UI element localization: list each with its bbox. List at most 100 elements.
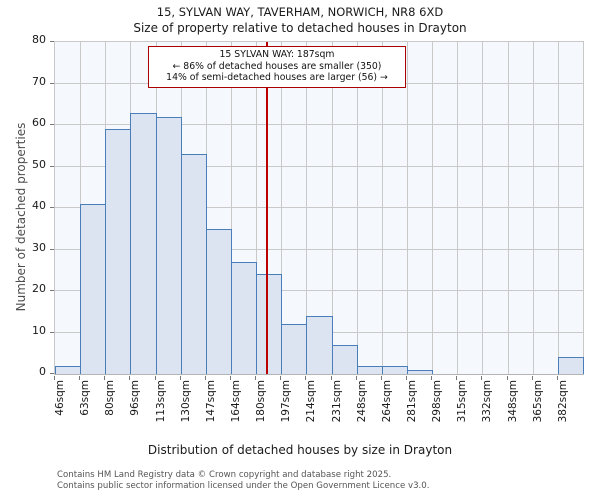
- histogram-bar: [557, 357, 584, 374]
- x-tick-mark: [154, 376, 156, 380]
- histogram-bar: [80, 203, 107, 374]
- chart-title-block: 15, SYLVAN WAY, TAVERHAM, NORWICH, NR8 6…: [0, 4, 600, 36]
- y-tick-label: 60: [32, 116, 46, 129]
- y-tick-mark: [50, 41, 54, 42]
- x-axis-label: Distribution of detached houses by size …: [147, 443, 453, 457]
- y-tick-mark: [50, 165, 54, 167]
- histogram-bar: [407, 369, 434, 374]
- x-tick-label: 180sqm: [255, 380, 268, 423]
- plot-area: [54, 41, 584, 375]
- gridline-horizontal: [55, 165, 583, 167]
- x-tick-mark: [129, 376, 131, 380]
- x-tick-label: 164sqm: [230, 380, 242, 423]
- gridline-vertical: [508, 42, 509, 374]
- x-tick-mark: [280, 376, 282, 380]
- y-tick-mark: [50, 82, 54, 84]
- gridline-vertical: [482, 42, 483, 374]
- gridline-vertical: [357, 42, 358, 374]
- x-tick-label: 96sqm: [129, 380, 142, 416]
- gridline-vertical: [457, 42, 458, 374]
- x-tick-label: 365sqm: [531, 380, 544, 423]
- gridline-vertical: [533, 42, 534, 374]
- gridline-vertical: [256, 42, 257, 374]
- x-tick-label: 63sqm: [79, 380, 92, 416]
- annotation-line-1: 15 SYLVAN WAY: 187sqm: [219, 49, 335, 60]
- x-tick-mark: [204, 376, 206, 380]
- gridline-vertical: [558, 42, 559, 374]
- annotation-line-3: 14% of semi-detached houses are larger (…: [166, 72, 388, 83]
- x-tick-mark: [54, 376, 55, 380]
- x-tick-label: 214sqm: [305, 380, 318, 423]
- x-tick-mark: [506, 376, 508, 380]
- annotation-line-2: ← 86% of detached houses are smaller (35…: [172, 60, 382, 72]
- x-tick-label: 332sqm: [481, 380, 494, 423]
- x-tick-label: 197sqm: [280, 380, 293, 423]
- y-tick-mark: [50, 290, 54, 291]
- gridline-horizontal: [55, 41, 583, 42]
- page-title: 15, SYLVAN WAY, TAVERHAM, NORWICH, NR8 6…: [156, 5, 444, 19]
- histogram-bar: [130, 112, 157, 374]
- x-tick-label: 315sqm: [456, 380, 469, 423]
- x-tick-mark: [355, 376, 357, 380]
- x-tick-label: 298sqm: [431, 380, 444, 423]
- x-tick-label: 130sqm: [179, 380, 192, 423]
- footer-attribution: Contains HM Land Registry data © Crown c…: [57, 470, 429, 491]
- histogram-bar: [105, 129, 132, 374]
- y-axis-label: Number of detached properties: [14, 122, 28, 312]
- x-tick-label: 348sqm: [506, 380, 519, 423]
- x-tick-mark: [79, 376, 81, 380]
- x-tick-mark: [179, 376, 181, 380]
- histogram-bar: [155, 116, 182, 374]
- x-tick-mark: [456, 376, 458, 380]
- histogram-bars: [55, 42, 584, 374]
- histogram-bar: [256, 274, 283, 374]
- x-tick-mark: [305, 376, 307, 380]
- y-tick-mark: [50, 373, 54, 374]
- x-tick-mark: [230, 376, 231, 380]
- gridline-vertical: [231, 42, 232, 374]
- y-tick-label: 80: [32, 33, 46, 46]
- gridline-vertical: [306, 42, 307, 374]
- histogram-bar: [331, 344, 358, 374]
- gridline-horizontal: [55, 290, 583, 291]
- footer-line-1: Contains HM Land Registry data © Crown c…: [57, 470, 392, 480]
- y-tick-label: 10: [32, 323, 46, 337]
- annotation-box: 15 SYLVAN WAY: 187sqm ← 86% of detached …: [148, 46, 406, 88]
- y-tick-label: 40: [32, 199, 46, 212]
- histogram-bar: [180, 154, 207, 374]
- x-tick-label: 248sqm: [355, 380, 368, 423]
- histogram-bar: [381, 365, 408, 374]
- y-tick-label: 30: [32, 240, 46, 254]
- gridline-vertical: [332, 42, 333, 374]
- gridline-vertical: [407, 42, 408, 374]
- gridline-vertical: [382, 42, 383, 374]
- histogram-bar: [356, 365, 383, 374]
- y-tick-label: 70: [32, 74, 46, 88]
- x-tick-label: 264sqm: [380, 380, 393, 423]
- gridline-horizontal: [55, 124, 583, 125]
- property-marker-line: [266, 42, 268, 374]
- y-tick-mark: [50, 248, 54, 250]
- x-tick-label: 80sqm: [104, 380, 117, 416]
- chart-subtitle: Size of property relative to detached ho…: [133, 21, 467, 35]
- x-tick-label: 147sqm: [204, 380, 217, 423]
- x-tick-label: 46sqm: [54, 380, 66, 416]
- footer-line-2: Contains public sector information licen…: [57, 480, 430, 491]
- y-tick-label: 20: [32, 282, 46, 295]
- y-tick-label: 0: [39, 365, 46, 378]
- x-tick-label: 231sqm: [330, 380, 343, 423]
- x-tick-mark: [531, 376, 533, 380]
- x-tick-mark: [330, 376, 332, 380]
- histogram-bar: [306, 315, 333, 374]
- y-tick-label: 50: [32, 157, 46, 171]
- x-tick-label: 281sqm: [406, 380, 418, 423]
- y-tick-mark: [50, 124, 54, 125]
- x-tick-mark: [380, 376, 382, 380]
- gridline-horizontal: [55, 248, 583, 250]
- x-tick-mark: [255, 376, 257, 380]
- x-tick-mark: [431, 376, 433, 380]
- x-tick-mark: [406, 376, 407, 380]
- gridline-horizontal: [55, 207, 583, 208]
- y-tick-mark: [50, 331, 54, 333]
- gridline-vertical: [432, 42, 433, 374]
